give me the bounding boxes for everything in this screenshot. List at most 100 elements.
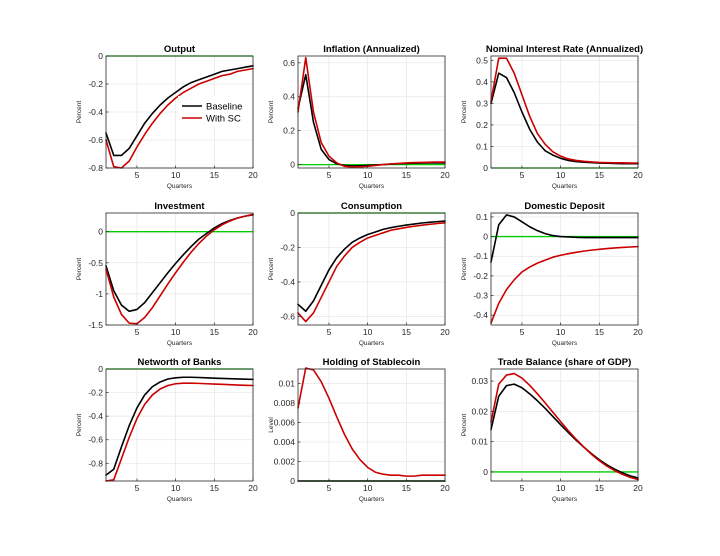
chart-title: Nominal Interest Rate (Annualized) — [486, 44, 643, 55]
x-axis-label: Quarters — [552, 340, 578, 347]
y-tick-label: -0.6 — [88, 435, 103, 445]
legend-label-baseline: Baseline — [206, 102, 242, 113]
x-tick-label: 15 — [210, 483, 220, 493]
x-tick-label: 20 — [440, 483, 450, 493]
axes-box — [297, 212, 446, 326]
y-tick-label: 0 — [98, 51, 103, 61]
y-tick-label: 0.01 — [278, 379, 295, 389]
y-tick-label: 0.1 — [476, 141, 488, 151]
plot-area — [298, 369, 445, 481]
x-tick-label: 5 — [520, 170, 525, 180]
y-tick-label: 0.02 — [471, 406, 488, 416]
x-tick-label: 20 — [440, 327, 450, 337]
panel-7: 5 10 15 20 0 -0.2 -0.4 -0.6 -0.8 Networth of Bank… — [76, 357, 258, 503]
panel-6: 5 10 15 20 0.1 0 -0.1 -0.2 -0.3 -0.4 Domestic Depo… — [461, 201, 643, 347]
y-tick-label: -0.4 — [280, 277, 295, 287]
x-tick-label: 10 — [363, 483, 373, 493]
legend-label-with-sc: With SC — [206, 114, 241, 125]
x-tick-label: 15 — [595, 170, 605, 180]
panel-9: 5 10 15 20 0.03 0.02 0.01 0 Trade Balance (share… — [461, 357, 643, 503]
y-axis-label: Percent — [76, 101, 83, 124]
x-tick-label: 20 — [248, 483, 258, 493]
x-tick-label: 15 — [402, 483, 412, 493]
x-axis-label: Quarters — [359, 496, 385, 503]
x-tick-label: 20 — [633, 170, 643, 180]
series-line-with-sc — [105, 213, 254, 325]
y-axis-label: Percent — [461, 414, 468, 437]
y-tick-label: 0 — [290, 160, 295, 170]
y-axis-label: Percent — [76, 258, 83, 281]
chart-title: Output — [164, 44, 196, 55]
y-tick-label: -0.1 — [473, 251, 488, 261]
x-tick-label: 5 — [135, 170, 140, 180]
x-tick-label: 20 — [440, 170, 450, 180]
chart-title: Domestic Deposit — [524, 201, 605, 212]
y-tick-label: -0.3 — [473, 291, 488, 301]
x-tick-label: 15 — [210, 327, 220, 337]
y-tick-label: 0.008 — [274, 398, 296, 408]
y-tick-label: 0 — [483, 232, 488, 242]
y-tick-label: -0.5 — [88, 258, 103, 268]
series-line-baseline — [490, 214, 639, 263]
series-line-with-sc — [297, 367, 446, 477]
x-tick-label: 5 — [327, 483, 332, 493]
x-axis-label: Quarters — [552, 496, 578, 503]
y-tick-label: -0.2 — [88, 388, 103, 398]
y-axis-label: Percent — [268, 101, 275, 124]
x-tick-label: 10 — [171, 483, 181, 493]
y-tick-label: 0.006 — [274, 418, 296, 428]
chart-title: Investment — [154, 201, 205, 212]
plot-area — [491, 213, 638, 325]
series-line-with-sc — [105, 67, 254, 169]
y-tick-label: 0 — [483, 467, 488, 477]
legend-box — [178, 96, 252, 126]
chart-title: Holding of Stablecoin — [323, 357, 421, 368]
axes-box — [490, 212, 639, 326]
y-tick-label: 0 — [483, 163, 488, 173]
x-tick-label: 15 — [595, 483, 605, 493]
panel-2: 5 10 15 20 0.6 0.4 0.2 0 Inflation (Annualized) Q… — [268, 44, 450, 190]
x-tick-label: 10 — [171, 170, 181, 180]
y-axis-label: Percent — [461, 258, 468, 281]
series-line-with-sc — [297, 222, 446, 323]
y-tick-label: -0.4 — [88, 411, 103, 421]
y-tick-label: -0.8 — [88, 163, 103, 173]
x-tick-label: 10 — [556, 170, 566, 180]
y-axis-label: Percent — [268, 258, 275, 281]
axes-box — [297, 55, 446, 169]
y-tick-label: -0.2 — [280, 242, 295, 252]
x-tick-label: 5 — [135, 483, 140, 493]
x-axis-label: Quarters — [167, 183, 193, 190]
y-tick-label: -0.8 — [88, 458, 103, 468]
y-tick-label: 0 — [290, 208, 295, 218]
y-axis-label: Percent — [461, 101, 468, 124]
x-axis-label: Quarters — [167, 340, 193, 347]
axes-box — [490, 368, 639, 482]
x-tick-label: 10 — [556, 327, 566, 337]
x-tick-label: 5 — [520, 483, 525, 493]
y-axis-label: Percent — [76, 414, 83, 437]
x-tick-label: 15 — [402, 327, 412, 337]
y-tick-label: -1 — [95, 289, 103, 299]
y-tick-label: 0.2 — [476, 120, 488, 130]
x-tick-label: 15 — [210, 170, 220, 180]
y-tick-label: 0.01 — [471, 437, 488, 447]
plot-area — [106, 213, 253, 325]
plot-area — [298, 213, 445, 325]
axes-box — [105, 212, 254, 326]
y-tick-label: 0.2 — [283, 126, 295, 136]
chart-title: Consumption — [341, 201, 402, 212]
x-tick-label: 10 — [363, 327, 373, 337]
y-tick-label: 0.3 — [476, 98, 488, 108]
series-line-baseline — [490, 383, 639, 479]
y-tick-label: -1.5 — [88, 320, 103, 330]
y-tick-label: -0.4 — [473, 310, 488, 320]
x-axis-label: Quarters — [359, 183, 385, 190]
panel-8: 5 10 15 20 0.01 0.008 0.006 0.004 0.002 0 Holding … — [268, 357, 450, 503]
y-tick-label: 0 — [98, 364, 103, 374]
y-tick-label: -0.6 — [280, 311, 295, 321]
x-tick-label: 10 — [363, 170, 373, 180]
y-axis-label: Level — [268, 417, 275, 433]
x-tick-label: 10 — [171, 327, 181, 337]
